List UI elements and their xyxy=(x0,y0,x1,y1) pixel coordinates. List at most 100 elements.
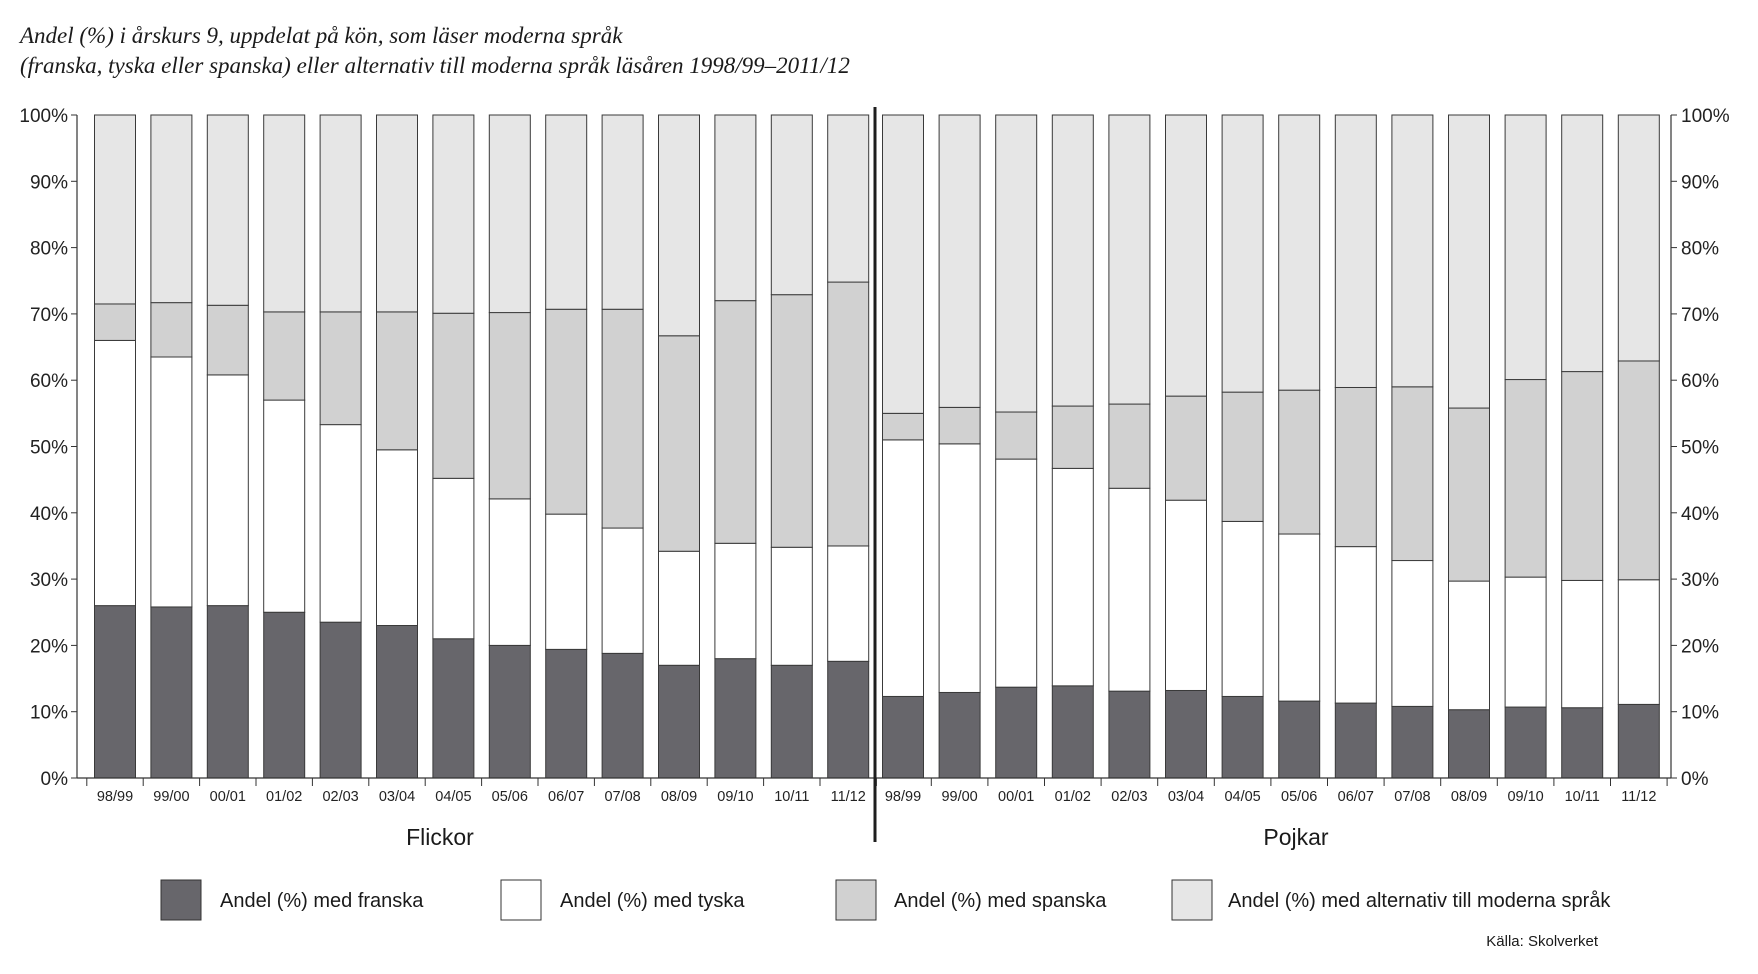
source-note: Källa: Skolverket xyxy=(1486,933,1599,950)
plot-area: 98/99 99/00 00/01 01/02 02/03 03/04 04/05 05/06… xyxy=(19,106,1730,842)
bar-segment-flickor-06-07-s3 xyxy=(545,114,588,310)
bar-segment-pojkar-05-06-s3 xyxy=(1278,114,1321,391)
bar-segment-flickor-08-09-s1 xyxy=(658,550,700,666)
y-tick-label-left: 40% xyxy=(30,504,68,525)
bar-segment-flickor-01-02-s0 xyxy=(263,611,306,779)
x-tick-label: 00/01 xyxy=(998,789,1034,805)
bar-segment-pojkar-02-03-s0 xyxy=(1108,690,1151,779)
bar-segment-flickor-00-01-s0 xyxy=(206,605,249,779)
bar-segment-flickor-01-02-s1 xyxy=(263,399,306,613)
bar-segment-flickor-05-06-s2 xyxy=(488,312,531,500)
bar-segment-flickor-98-99-s2 xyxy=(94,303,136,341)
legend-swatch-tyska xyxy=(500,879,542,921)
bar-segment-flickor-08-09-s3 xyxy=(658,114,700,337)
x-tick-label: 00/01 xyxy=(210,789,246,805)
bar-segment-flickor-10-11-s1 xyxy=(770,546,813,666)
group-label-flickor: Flickor xyxy=(406,824,474,850)
bar-segment-pojkar-05-06-s2 xyxy=(1278,389,1321,535)
x-tick-label: 10/11 xyxy=(1565,789,1600,805)
legend-label-tyska: Andel (%) med tyska xyxy=(560,890,745,912)
y-tick-label-right: 70% xyxy=(1681,305,1719,326)
bar-segment-pojkar-04-05-s3 xyxy=(1221,114,1264,393)
bar-segment-flickor-99-00-s3 xyxy=(150,114,193,304)
bar-segment-pojkar-07-08-s3 xyxy=(1391,114,1434,388)
chart-title-line-2: (franska, tyska eller spanska) eller alt… xyxy=(20,53,850,78)
bar-segment-pojkar-05-06-s0 xyxy=(1278,700,1321,779)
bar-segment-flickor-07-08-s0 xyxy=(601,652,644,779)
x-tick-label: 10/11 xyxy=(774,789,809,805)
bar-segment-flickor-98-99-s3 xyxy=(94,114,136,305)
bar-segment-pojkar-09-10-s3 xyxy=(1504,114,1547,381)
legend-swatch-spanska xyxy=(835,879,877,921)
bar-segment-pojkar-04-05-s1 xyxy=(1221,520,1264,697)
bar-segment-pojkar-03-04-s3 xyxy=(1165,114,1207,397)
bar-segment-pojkar-11-12-s1 xyxy=(1617,579,1660,705)
legend-label-spanska: Andel (%) med spanska xyxy=(894,890,1107,912)
bar-segment-pojkar-04-05-s2 xyxy=(1221,391,1264,522)
legend-swatch-alternativ xyxy=(1171,879,1213,921)
bar-segment-pojkar-99-00-s3 xyxy=(938,114,981,408)
bar-segment-flickor-07-08-s2 xyxy=(601,308,644,529)
bar-segment-pojkar-03-04-s0 xyxy=(1165,689,1207,779)
bar-segment-pojkar-00-01-s0 xyxy=(995,686,1038,779)
y-tick-label-left: 30% xyxy=(30,570,68,591)
bar-segment-pojkar-09-10-s2 xyxy=(1504,379,1547,578)
bar-segment-pojkar-10-11-s3 xyxy=(1561,114,1604,373)
bar-segment-flickor-09-10-s0 xyxy=(714,658,757,779)
y-tick-label-left: 60% xyxy=(30,371,68,392)
y-tick-label-right: 60% xyxy=(1681,371,1719,392)
x-tick-label: 06/07 xyxy=(548,789,584,805)
bar-segment-flickor-10-11-s2 xyxy=(770,294,813,548)
bar-segment-pojkar-06-07-s0 xyxy=(1334,702,1377,779)
bar-segment-pojkar-08-09-s0 xyxy=(1448,709,1490,779)
bar-segment-flickor-02-03-s1 xyxy=(319,424,362,623)
bar-segment-flickor-99-00-s0 xyxy=(150,606,193,779)
y-tick-label-right: 40% xyxy=(1681,504,1719,525)
bar-segment-pojkar-03-04-s1 xyxy=(1165,499,1207,691)
bar-segment-flickor-11-12-s0 xyxy=(827,660,870,779)
bar-segment-flickor-99-00-s1 xyxy=(150,356,193,608)
bar-segment-flickor-06-07-s1 xyxy=(545,513,588,650)
bar-segment-pojkar-02-03-s3 xyxy=(1108,114,1151,405)
x-tick-label: 99/00 xyxy=(153,789,189,805)
x-tick-label: 11/12 xyxy=(1621,789,1656,805)
bar-segment-pojkar-08-09-s2 xyxy=(1448,407,1490,582)
bar-segment-flickor-06-07-s2 xyxy=(545,308,588,515)
bar-segment-flickor-07-08-s1 xyxy=(601,527,644,654)
bar-segment-pojkar-10-11-s0 xyxy=(1561,707,1604,779)
bar-segment-pojkar-05-06-s1 xyxy=(1278,533,1321,702)
bar-segment-flickor-98-99-s1 xyxy=(94,339,136,607)
bar-segment-flickor-11-12-s2 xyxy=(827,281,870,547)
x-tick-label: 04/05 xyxy=(435,789,471,805)
x-tick-label: 06/07 xyxy=(1338,789,1374,805)
bar-segment-flickor-05-06-s0 xyxy=(488,644,531,779)
x-tick-label: 01/02 xyxy=(266,789,302,805)
bar-segment-flickor-05-06-s3 xyxy=(488,114,531,314)
x-tick-label: 07/08 xyxy=(604,789,640,805)
bar-segment-flickor-03-04-s2 xyxy=(376,311,418,451)
bar-segment-pojkar-11-12-s3 xyxy=(1617,114,1660,362)
bar-segment-pojkar-01-02-s2 xyxy=(1051,405,1094,469)
bar-segment-pojkar-09-10-s0 xyxy=(1504,706,1547,779)
x-tick-label: 98/99 xyxy=(885,789,921,805)
bar-segment-flickor-00-01-s3 xyxy=(206,114,249,306)
bar-segment-pojkar-99-00-s2 xyxy=(938,406,981,445)
x-tick-label: 98/99 xyxy=(97,789,133,805)
bar-segment-pojkar-06-07-s2 xyxy=(1334,386,1377,548)
bar-segment-flickor-04-05-s3 xyxy=(432,114,475,314)
x-tick-label: 99/00 xyxy=(941,789,977,805)
bar-segment-pojkar-03-04-s2 xyxy=(1165,395,1207,501)
bar-segment-flickor-07-08-s3 xyxy=(601,114,644,310)
bar-segment-pojkar-07-08-s1 xyxy=(1391,560,1434,707)
bar-segment-pojkar-09-10-s1 xyxy=(1504,576,1547,708)
y-tick-label-right: 80% xyxy=(1681,239,1719,260)
bar-segment-pojkar-99-00-s0 xyxy=(938,691,981,779)
bar-segment-pojkar-02-03-s2 xyxy=(1108,403,1151,489)
bar-segment-pojkar-06-07-s1 xyxy=(1334,546,1377,704)
bar-segment-pojkar-04-05-s0 xyxy=(1221,695,1264,779)
legend-label-alternativ: Andel (%) med alternativ till moderna sp… xyxy=(1228,890,1611,912)
bar-segment-flickor-04-05-s2 xyxy=(432,312,475,479)
bar-segment-flickor-05-06-s1 xyxy=(488,498,531,646)
y-tick-label-left: 0% xyxy=(41,769,69,790)
